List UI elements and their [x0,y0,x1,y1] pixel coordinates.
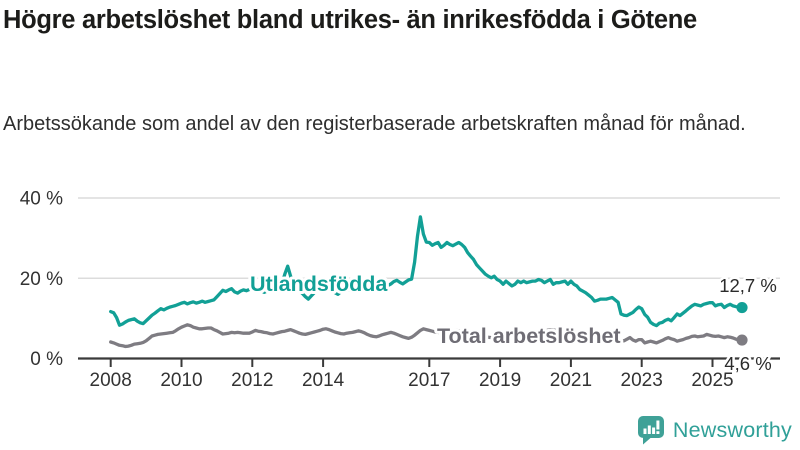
unemployment-line-chart: 0 % 20 % 40 % 2008 2010 2012 2014 2017 2019 2021 2… [20,189,780,391]
foreign-born-line [109,215,744,328]
x-axis-label-2008: 2008 [90,370,132,391]
y-axis-label-0: 0 % [30,349,63,370]
total-end-value: 4,6 % [724,353,771,374]
x-axis-label-2010: 2010 [160,370,202,391]
total-end-dot [736,334,748,346]
chart-area: 0 % 20 % 40 % 2008 2010 2012 2014 2017 2019 2021 2… [0,183,800,407]
x-axis-label-2025: 2025 [691,370,733,391]
foreign-born-end-dot [736,301,748,314]
mini-bar-3 [652,427,656,434]
exclamation-dot [656,431,660,434]
x-axis-label-2023: 2023 [621,370,663,391]
mini-bar-1 [643,428,647,434]
total-line [109,323,744,349]
page-title: Högre arbetslöshet bland utrikes- än inr… [3,6,697,34]
x-axis-label-2012: 2012 [231,370,273,391]
y-axis-label-20: 20 % [20,269,63,290]
x-axis-label-2019: 2019 [479,370,521,391]
speech-bubble-shape [637,416,664,445]
total-series-label: Total arbetslöshet [437,324,621,348]
newsworthy-bubble-chart-icon [637,416,664,445]
foreign-born-series-label: Utlandsfödda [250,272,388,296]
y-axis-label-40: 40 % [20,189,63,210]
mini-bar-2 [647,425,651,434]
chart-subtitle: Arbetssökande som andel av den registerb… [3,113,746,135]
foreign-born-end-value: 12,7 % [719,275,777,296]
newsworthy-logo[interactable]: Newsworthy [637,415,792,445]
x-axis-label-2021: 2021 [550,370,592,391]
exclamation-stem [656,420,660,430]
newsworthy-logo-text: Newsworthy [672,417,792,442]
x-axis-label-2017: 2017 [408,370,450,391]
x-axis-label-2014: 2014 [302,370,345,391]
